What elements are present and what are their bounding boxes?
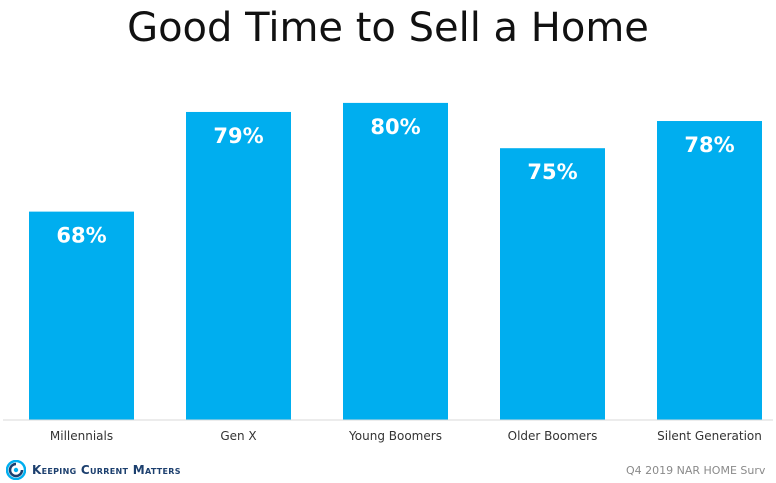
bar-older-boomers bbox=[500, 148, 605, 420]
bars-layer: 68% 79% 80% 75% 78% bbox=[29, 102, 762, 421]
chart-title: Good Time to Sell a Home bbox=[127, 5, 649, 51]
bar-value-label: 75% bbox=[527, 160, 577, 184]
category-label: Silent Generation bbox=[657, 429, 762, 443]
bar-value-label: 78% bbox=[684, 133, 734, 157]
bar-gen-x bbox=[186, 111, 291, 421]
bar-young-boomers bbox=[343, 102, 448, 421]
kcm-swirl-icon bbox=[6, 460, 26, 480]
brand-name: Keeping Current Matters bbox=[32, 463, 181, 477]
bar-value-label: 68% bbox=[56, 224, 106, 248]
bar-value-label: 80% bbox=[370, 115, 420, 139]
category-label: Young Boomers bbox=[348, 429, 442, 443]
bar-silent-generation bbox=[657, 121, 762, 421]
bar-value-label: 79% bbox=[213, 124, 263, 148]
category-label: Older Boomers bbox=[508, 429, 598, 443]
category-label: Millennials bbox=[50, 429, 113, 443]
brand: Keeping Current Matters bbox=[6, 459, 181, 481]
category-label: Gen X bbox=[220, 429, 256, 443]
category-labels: Millennials Gen X Young Boomers Older Boome… bbox=[50, 429, 762, 443]
source-note: Q4 2019 NAR HOME Surv bbox=[626, 464, 766, 477]
bar-millennials bbox=[29, 211, 134, 420]
